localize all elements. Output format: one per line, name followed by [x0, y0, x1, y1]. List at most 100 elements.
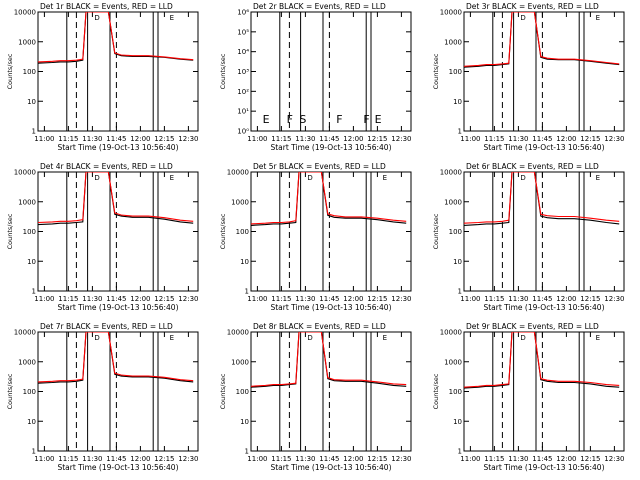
y-tick-label: 10000	[440, 9, 462, 17]
plot-frame	[463, 171, 625, 292]
x-tick-label: 11:15	[58, 295, 78, 303]
panel-title: Det 6r BLACK = Events, RED = LLD	[466, 162, 599, 171]
x-axis-label: Start Time (19-Oct-13 10:56:40)	[57, 143, 178, 152]
plot-frame	[463, 11, 625, 132]
y-tick-label: 1000	[231, 358, 249, 366]
y-tick-label: 100	[449, 228, 462, 236]
annotation-label: F	[363, 113, 369, 126]
x-tick-label: 11:15	[484, 455, 504, 463]
annotation-label: E	[596, 14, 600, 22]
annotation-label: D	[520, 174, 525, 182]
x-tick-label: 12:15	[580, 295, 600, 303]
x-tick-label: 12:00	[556, 455, 576, 463]
annotation-label: D	[307, 334, 312, 342]
x-tick-label: 11:00	[460, 455, 480, 463]
annotation-label: E	[383, 174, 387, 182]
y-axis-label: Counts/sec	[432, 373, 440, 409]
panel-title: Det 8r BLACK = Events, RED = LLD	[253, 322, 386, 331]
x-tick-label: 12:15	[154, 455, 174, 463]
x-tick-label: 11:15	[271, 455, 291, 463]
y-tick-label: 10000	[14, 9, 36, 17]
x-tick-label: 11:30	[295, 295, 315, 303]
y-axis-label: Counts/sec	[6, 373, 14, 409]
x-tick-label: 12:30	[178, 135, 198, 143]
y-tick-label: 1	[245, 448, 249, 456]
x-axis-label: Start Time (19-Oct-13 10:56:40)	[483, 303, 604, 312]
y-tick-label: 1000	[444, 198, 462, 206]
x-axis-label: Start Time (19-Oct-13 10:56:40)	[270, 303, 391, 312]
x-axis-label: Start Time (19-Oct-13 10:56:40)	[483, 143, 604, 152]
y-tick-label: 1	[458, 448, 462, 456]
annotation-label: S	[299, 113, 306, 126]
x-axis-label: Start Time (19-Oct-13 10:56:40)	[483, 463, 604, 472]
series-events	[38, 12, 194, 64]
panel-title: Det 5r BLACK = Events, RED = LLD	[253, 162, 386, 171]
annotation-label: E	[375, 113, 382, 126]
y-tick-label: 10	[453, 98, 462, 106]
x-axis-label: Start Time (19-Oct-13 10:56:40)	[57, 303, 178, 312]
x-tick-label: 12:15	[580, 455, 600, 463]
y-tick-label: 1000	[18, 38, 36, 46]
y-tick-label: 1	[458, 128, 462, 136]
y-tick-label: 1000	[231, 198, 249, 206]
x-tick-label: 12:30	[178, 295, 198, 303]
y-tick-label: 10	[453, 418, 462, 426]
x-axis-label: Start Time (19-Oct-13 10:56:40)	[270, 143, 391, 152]
y-axis-label: Counts/sec	[219, 373, 227, 409]
y-tick-label: 100	[23, 388, 36, 396]
plot-frame	[250, 171, 412, 292]
y-tick-label: 1000	[18, 358, 36, 366]
series-lld	[464, 332, 620, 388]
series-events	[251, 332, 407, 388]
x-tick-label: 12:00	[130, 455, 150, 463]
plot-frame	[37, 331, 199, 452]
x-tick-label: 12:15	[367, 455, 387, 463]
x-tick-label: 11:45	[319, 455, 339, 463]
annotation-label: E	[170, 14, 174, 22]
x-tick-label: 11:30	[295, 135, 315, 143]
y-tick-label: 10	[27, 98, 36, 106]
x-tick-label: 12:00	[556, 135, 576, 143]
panel-title: Det 1r BLACK = Events, RED = LLD	[40, 2, 173, 11]
y-tick-label: 10	[27, 418, 36, 426]
panel-det-5: 11:00 11:15 11:30 11:45 12:00 12:15 12:30 1 10 10…	[219, 162, 412, 312]
plot-frame	[463, 331, 625, 452]
y-axis-label: Counts/sec	[6, 53, 14, 89]
y-tick-label: 10000	[14, 329, 36, 337]
panel-det-1: 11:00 11:15 11:30 11:45 12:00 12:15 12:30 1 10 10…	[6, 2, 199, 152]
x-tick-label: 12:00	[130, 295, 150, 303]
panel-det-2: 11:00 11:15 11:30 11:45 12:00 12:15 12:30 10⁰ 10…	[219, 2, 412, 152]
y-tick-label: 1	[32, 128, 36, 136]
series-lld	[251, 332, 407, 387]
x-tick-label: 11:30	[82, 455, 102, 463]
x-axis-label: Start Time (19-Oct-13 10:56:40)	[57, 463, 178, 472]
x-tick-label: 12:00	[343, 455, 363, 463]
series-events	[464, 172, 620, 226]
x-tick-label: 11:00	[460, 295, 480, 303]
x-tick-label: 11:45	[106, 455, 126, 463]
y-tick-label: 1000	[18, 198, 36, 206]
x-tick-label: 11:15	[58, 135, 78, 143]
x-tick-label: 11:00	[34, 135, 54, 143]
series-lld	[38, 12, 194, 63]
y-tick-label: 10⁶	[237, 9, 249, 17]
y-axis-label: Counts/sec	[6, 213, 14, 249]
y-tick-label: 1	[32, 448, 36, 456]
x-tick-label: 12:15	[367, 135, 387, 143]
y-tick-label: 10000	[14, 169, 36, 177]
panel-det-9: 11:00 11:15 11:30 11:45 12:00 12:15 12:30 1 10 10…	[432, 322, 625, 472]
x-tick-label: 12:30	[604, 135, 624, 143]
x-tick-label: 11:15	[484, 295, 504, 303]
annotation-label: D	[520, 14, 525, 22]
x-tick-label: 12:00	[343, 135, 363, 143]
x-tick-label: 12:30	[604, 455, 624, 463]
panel-det-6: 11:00 11:15 11:30 11:45 12:00 12:15 12:30 1 10 10…	[432, 162, 625, 312]
plot-frame	[250, 11, 412, 132]
x-tick-label: 11:00	[460, 135, 480, 143]
y-tick-label: 100	[449, 68, 462, 76]
series-lld	[251, 172, 407, 225]
panel-det-3: 11:00 11:15 11:30 11:45 12:00 12:15 12:30 1 10 10…	[432, 2, 625, 152]
y-tick-label: 10³	[237, 68, 249, 76]
y-axis-label: Counts/sec	[219, 53, 227, 89]
series-lld	[464, 12, 620, 67]
